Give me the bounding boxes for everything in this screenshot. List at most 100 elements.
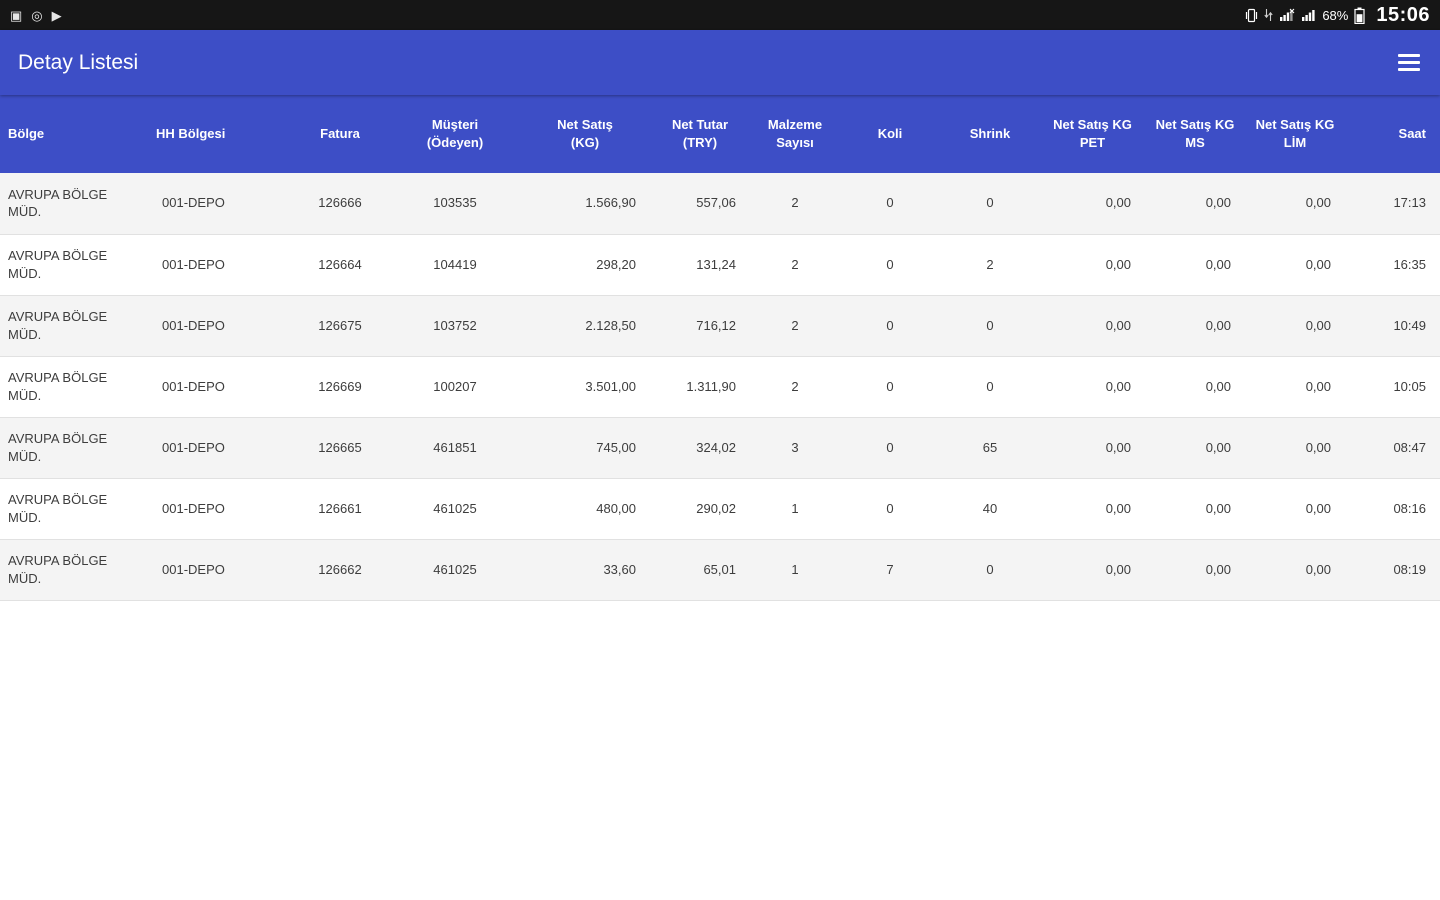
cell-net_satis_kg: 2.128,50 — [585, 317, 636, 333]
status-bar: ▣ ◎ ▶ — [0, 0, 1440, 30]
system-circle-icon: ◎ — [31, 7, 43, 23]
cell-malzeme_sayisi: 1 — [791, 500, 799, 516]
cell-shrink: 0 — [986, 317, 994, 333]
cell-bolge: AVRUPA BÖLGE MÜD. — [8, 247, 108, 281]
cell-net_satis_kg_ms: 0,00 — [1205, 561, 1231, 577]
cell-hh_bolgesi: 001-DEPO — [162, 561, 225, 577]
cell-hh_bolgesi: 001-DEPO — [162, 378, 225, 394]
cell-net_tutar_try: 131,24 — [696, 256, 736, 272]
cell-net_satis_kg_pet: 0,00 — [1105, 256, 1131, 272]
cell-net_tutar_try: 290,02 — [696, 500, 736, 516]
table-row[interactable]: AVRUPA BÖLGE MÜD. 001-DEPO 126669 100207 3.5… — [0, 356, 1440, 417]
cell-net_satis_kg_ms: 0,00 — [1205, 500, 1231, 516]
cell-musteri_odeyen: 461025 — [433, 561, 477, 577]
cell-fatura: 126665 — [318, 439, 362, 455]
cell-malzeme_sayisi: 2 — [791, 378, 799, 394]
cell-musteri_odeyen: 461851 — [433, 439, 477, 455]
cell-saat: 08:47 — [1393, 439, 1426, 455]
table-row[interactable]: AVRUPA BÖLGE MÜD. 001-DEPO 126666 103535 1.5… — [0, 173, 1440, 234]
table-body: AVRUPA BÖLGE MÜD. 001-DEPO 126666 103535 1.5… — [0, 173, 1440, 600]
column-header-bolge: Bölge — [0, 95, 148, 173]
cell-net_satis_kg: 298,20 — [596, 256, 636, 272]
cell-bolge: AVRUPA BÖLGE MÜD. — [8, 491, 108, 525]
cell-koli: 0 — [886, 378, 894, 394]
cell-net_tutar_try: 65,01 — [703, 561, 736, 577]
cell-net_tutar_try: 324,02 — [696, 439, 736, 455]
cell-fatura: 126666 — [318, 195, 362, 211]
cell-musteri_odeyen: 104419 — [433, 256, 477, 272]
cell-net_satis_kg: 33,60 — [603, 561, 636, 577]
cell-saat: 16:35 — [1393, 256, 1426, 272]
cell-net_satis_kg_lim: 0,00 — [1305, 256, 1331, 272]
column-header-net_tutar_try: Net Tutar (TRY) — [650, 95, 750, 173]
column-header-hh_bolgesi: HH Bölgesi — [148, 95, 290, 173]
cell-koli: 0 — [886, 500, 894, 516]
vibrate-icon — [1246, 8, 1258, 22]
cell-shrink: 0 — [986, 561, 994, 577]
table-header-row: Bölge HH Bölgesi Fatura Müşteri (Ödeyen) Net… — [0, 95, 1440, 173]
status-bar-notification-icons: ▣ ◎ ▶ — [10, 9, 62, 22]
cell-bolge: AVRUPA BÖLGE MÜD. — [8, 430, 108, 464]
cell-net_satis_kg_pet: 0,00 — [1105, 561, 1131, 577]
cell-net_satis_kg_ms: 0,00 — [1205, 256, 1231, 272]
cell-hh_bolgesi: 001-DEPO — [162, 500, 225, 516]
cell-net_satis_kg_pet: 0,00 — [1105, 195, 1131, 211]
cell-hh_bolgesi: 001-DEPO — [162, 256, 225, 272]
cell-bolge: AVRUPA BÖLGE MÜD. — [8, 186, 108, 220]
cell-net_satis_kg_ms: 0,00 — [1205, 378, 1231, 394]
cell-net_satis_kg_lim: 0,00 — [1305, 195, 1331, 211]
column-header-net_satis_kg_ms: Net Satış KG MS — [1145, 95, 1245, 173]
cell-koli: 0 — [886, 317, 894, 333]
cell-net_satis_kg_pet: 0,00 — [1105, 439, 1131, 455]
column-header-shrink: Shrink — [940, 95, 1040, 173]
column-header-net_satis_kg: Net Satış (KG) — [520, 95, 650, 173]
cell-fatura: 126664 — [318, 256, 362, 272]
detail-table: Bölge HH Bölgesi Fatura Müşteri (Ödeyen) Net… — [0, 95, 1440, 601]
cell-fatura: 126675 — [318, 317, 362, 333]
cell-hh_bolgesi: 001-DEPO — [162, 317, 225, 333]
hamburger-menu-icon[interactable] — [1396, 48, 1422, 77]
cell-bolge: AVRUPA BÖLGE MÜD. — [8, 308, 108, 342]
cell-net_satis_kg_lim: 0,00 — [1305, 561, 1331, 577]
screen: ▣ ◎ ▶ — [0, 0, 1440, 601]
cell-net_tutar_try: 716,12 — [696, 317, 736, 333]
cell-koli: 0 — [886, 256, 894, 272]
cell-malzeme_sayisi: 2 — [791, 256, 799, 272]
no-sim-signal-icon — [1280, 8, 1295, 21]
cell-net_satis_kg_ms: 0,00 — [1205, 439, 1231, 455]
table-row[interactable]: AVRUPA BÖLGE MÜD. 001-DEPO 126662 461025 33,… — [0, 539, 1440, 600]
cell-koli: 7 — [886, 561, 894, 577]
cell-malzeme_sayisi: 2 — [791, 195, 799, 211]
cell-net_satis_kg: 480,00 — [596, 500, 636, 516]
cell-musteri_odeyen: 461025 — [433, 500, 477, 516]
gallery-icon: ▣ — [10, 7, 23, 23]
table-row[interactable]: AVRUPA BÖLGE MÜD. 001-DEPO 126661 461025 480… — [0, 478, 1440, 539]
cell-shrink: 0 — [986, 195, 994, 211]
cell-net_tutar_try: 1.311,90 — [686, 378, 736, 394]
cell-malzeme_sayisi: 1 — [791, 561, 799, 577]
cell-shrink: 40 — [982, 500, 998, 516]
cell-saat: 08:16 — [1393, 500, 1426, 516]
battery-icon — [1354, 7, 1365, 24]
cell-koli: 0 — [886, 439, 894, 455]
play-icon: ▶ — [51, 7, 62, 23]
column-header-malzeme_sayisi: Malzeme Sayısı — [750, 95, 840, 173]
cell-net_satis_kg_pet: 0,00 — [1105, 500, 1131, 516]
cell-saat: 08:19 — [1393, 561, 1426, 577]
cell-net_satis_kg: 1.566,90 — [585, 195, 636, 211]
cell-koli: 0 — [886, 195, 894, 211]
cell-fatura: 126669 — [318, 378, 362, 394]
cell-net_satis_kg_ms: 0,00 — [1205, 195, 1231, 211]
table-row[interactable]: AVRUPA BÖLGE MÜD. 001-DEPO 126665 461851 745… — [0, 417, 1440, 478]
column-header-net_satis_kg_pet: Net Satış KG PET — [1040, 95, 1145, 173]
cell-net_satis_kg_pet: 0,00 — [1105, 378, 1131, 394]
cell-musteri_odeyen: 100207 — [433, 378, 477, 394]
cell-net_tutar_try: 557,06 — [696, 195, 736, 211]
clock: 15:06 — [1376, 3, 1430, 26]
network-activity-icon — [1264, 9, 1273, 21]
column-header-musteri_odeyen: Müşteri (Ödeyen) — [390, 95, 520, 173]
cell-net_satis_kg: 3.501,00 — [585, 378, 636, 394]
column-header-net_satis_kg_lim: Net Satış KG LİM — [1245, 95, 1345, 173]
table-row[interactable]: AVRUPA BÖLGE MÜD. 001-DEPO 126664 104419 298… — [0, 234, 1440, 295]
table-row[interactable]: AVRUPA BÖLGE MÜD. 001-DEPO 126675 103752 2.1… — [0, 295, 1440, 356]
